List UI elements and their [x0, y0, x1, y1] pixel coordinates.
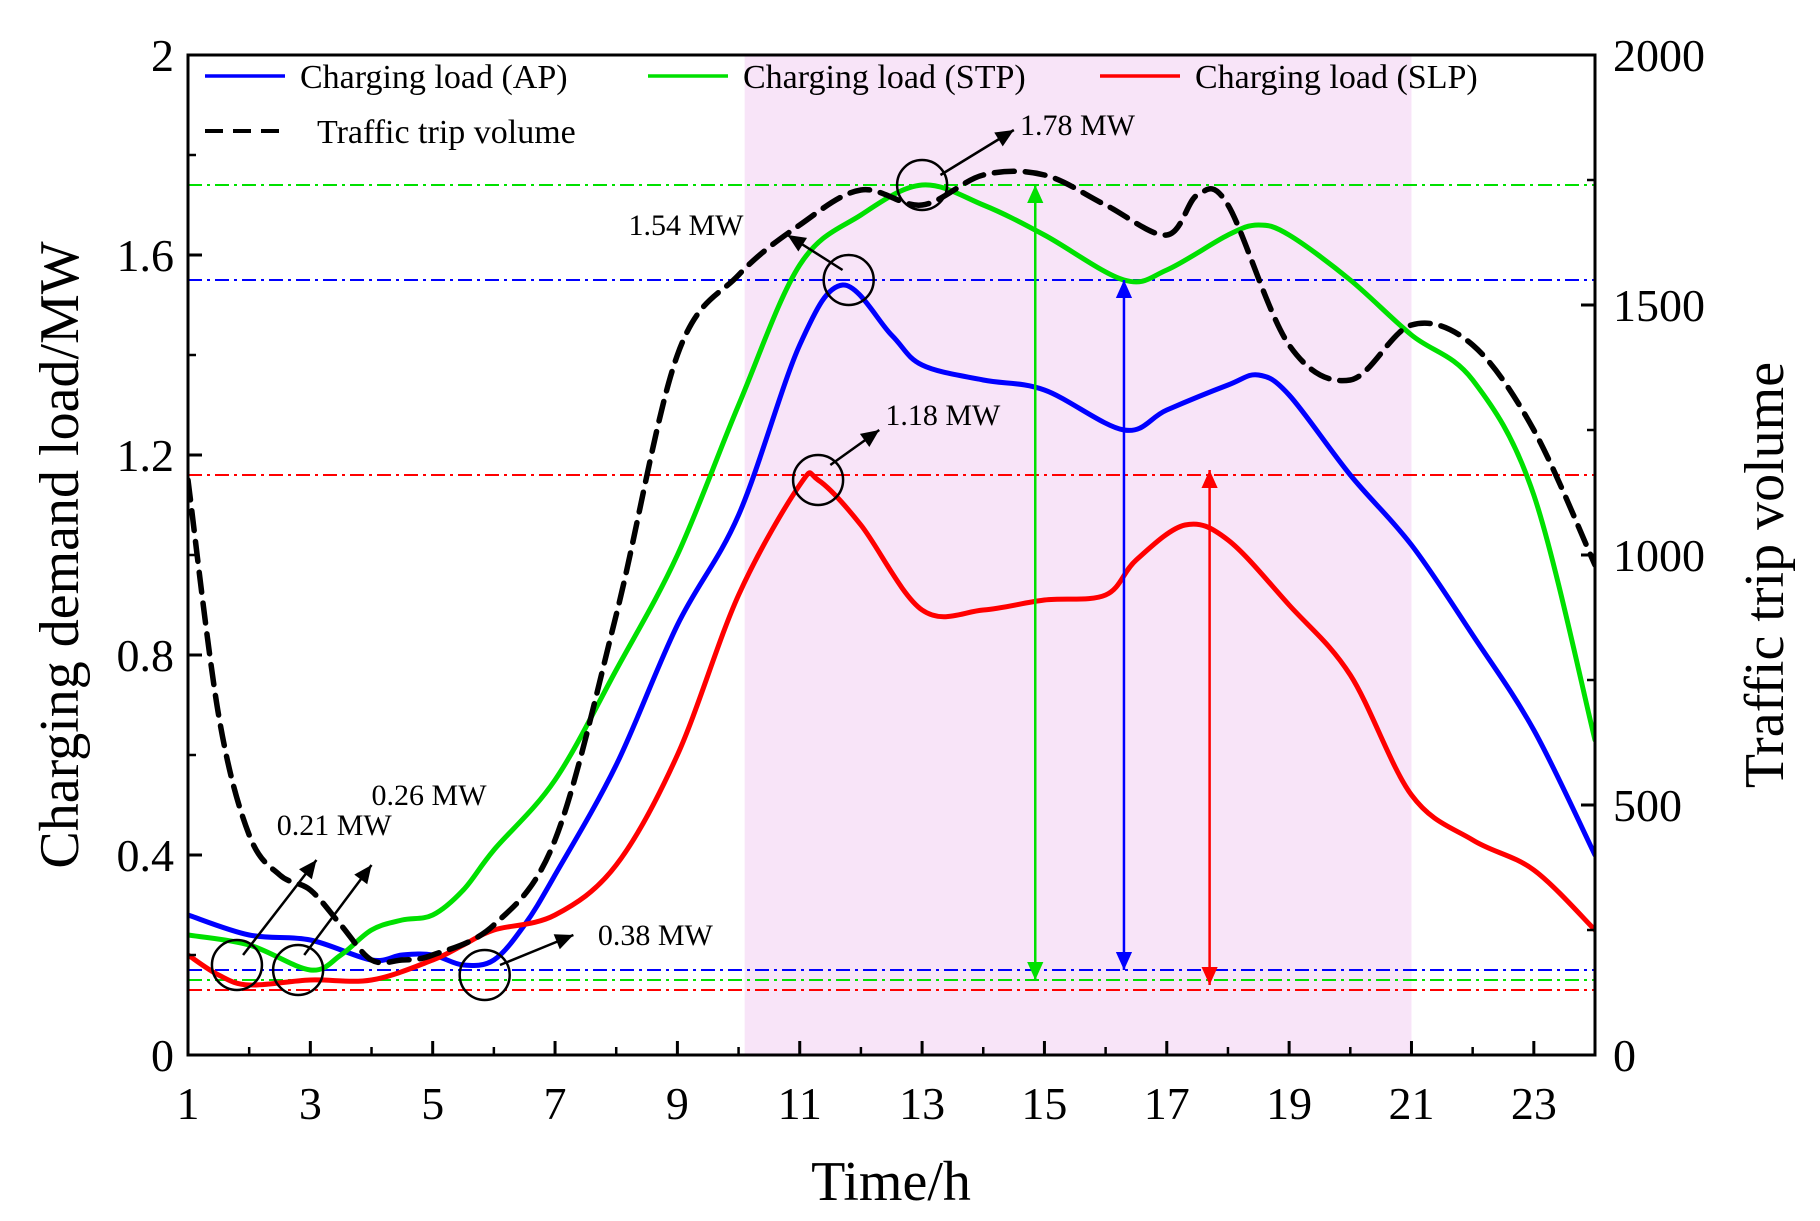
- annotation-arrow: [303, 864, 373, 956]
- y-axis-title-right: Traffic trip volume: [1734, 362, 1796, 788]
- x-tick-label: 7: [544, 1078, 567, 1129]
- y-tick-label-left: 2: [151, 30, 174, 81]
- annotation-arrow: [242, 859, 318, 956]
- x-tick-label: 23: [1511, 1078, 1557, 1129]
- reference-lines: [188, 184, 1595, 991]
- x-tick-label: 17: [1144, 1078, 1190, 1129]
- range-arrow-head: [1201, 470, 1218, 488]
- x-tick-label: 13: [899, 1078, 945, 1129]
- legend-label: Charging load (AP): [300, 59, 568, 96]
- series-line: [188, 182, 1595, 973]
- series-lines: [188, 168, 1595, 988]
- x-tick-label: 19: [1266, 1078, 1312, 1129]
- x-tick-label: 1: [177, 1078, 200, 1129]
- y-tick-label-left: 0.8: [117, 630, 175, 681]
- x-tick-label: 5: [421, 1078, 444, 1129]
- range-arrow-head: [1027, 185, 1044, 203]
- annotation-label: 0.38 MW: [598, 919, 714, 952]
- legend: Charging load (AP) Charging load (STP) Cha…: [205, 59, 1478, 151]
- y-axis-title-left: Charging demand load/MW: [29, 241, 91, 868]
- x-tick-label: 11: [778, 1078, 822, 1129]
- series-line: [188, 470, 1595, 988]
- x-tick-label: 15: [1021, 1078, 1067, 1129]
- y-tick-label-right: 0: [1613, 1030, 1636, 1081]
- y-tick-label-right: 1000: [1613, 530, 1705, 581]
- y-tick-label-left: 1.6: [117, 230, 175, 281]
- y-tick-label-right: 500: [1613, 780, 1682, 831]
- axes: 1 3 5 7 9 11 13 15 17 19 21 2300.40.81.21.620500100…: [117, 30, 1706, 1129]
- range-arrow-head: [1027, 962, 1044, 980]
- y-tick-label-left: 0.4: [117, 830, 175, 881]
- annotation-label: 1.78 MW: [1020, 109, 1136, 142]
- y-tick-label-right: 1500: [1613, 280, 1705, 331]
- y-tick-label-left: 0: [151, 1030, 174, 1081]
- y-tick-label-right: 2000: [1613, 30, 1705, 81]
- highlight-circle: [791, 453, 845, 507]
- highlight-circle: [895, 158, 949, 212]
- highlight-circle: [210, 938, 264, 992]
- annotation-arrow-head: [859, 430, 880, 448]
- annotation-arrow-head: [994, 130, 1014, 147]
- peak-period-shade: [744, 55, 1412, 1055]
- shaded-region: [744, 55, 1412, 1055]
- highlight-circle: [271, 943, 325, 997]
- annotation-arrow-head: [787, 235, 808, 252]
- annotation-label: 0.26 MW: [372, 779, 488, 812]
- legend-label: Charging load (STP): [743, 59, 1026, 96]
- range-arrow-head: [1201, 967, 1218, 985]
- annotation-label: 1.54 MW: [628, 209, 744, 242]
- legend-label: Charging load (SLP): [1195, 59, 1478, 96]
- range-arrow-head: [1115, 952, 1133, 970]
- series-line: [188, 168, 1595, 966]
- annotation-arrow-head: [553, 934, 574, 950]
- x-tick-label: 21: [1388, 1078, 1434, 1129]
- y-tick-label-left: 1.2: [117, 430, 175, 481]
- highlight-circle: [822, 253, 875, 307]
- legend-label: Traffic trip volume: [317, 114, 576, 151]
- annotation-label: 0.21 MW: [277, 809, 393, 842]
- annotation-arrow-head: [354, 865, 372, 885]
- annotation-arrow-head: [299, 860, 317, 880]
- highlight-circle: [458, 948, 511, 1002]
- circle-markers: [210, 158, 949, 1002]
- annotation-label: 1.18 MW: [885, 399, 1001, 432]
- x-tick-label: 9: [666, 1078, 689, 1129]
- range-arrows: [1027, 185, 1218, 985]
- x-tick-label: 3: [299, 1078, 322, 1129]
- range-arrow-head: [1115, 280, 1133, 298]
- x-axis-title: Time/h: [811, 1151, 971, 1213]
- annotations: 0.21 MW0.26 MW 0.38 MW 1.18 MW 1.54 MW 1.78 …: [242, 109, 1136, 967]
